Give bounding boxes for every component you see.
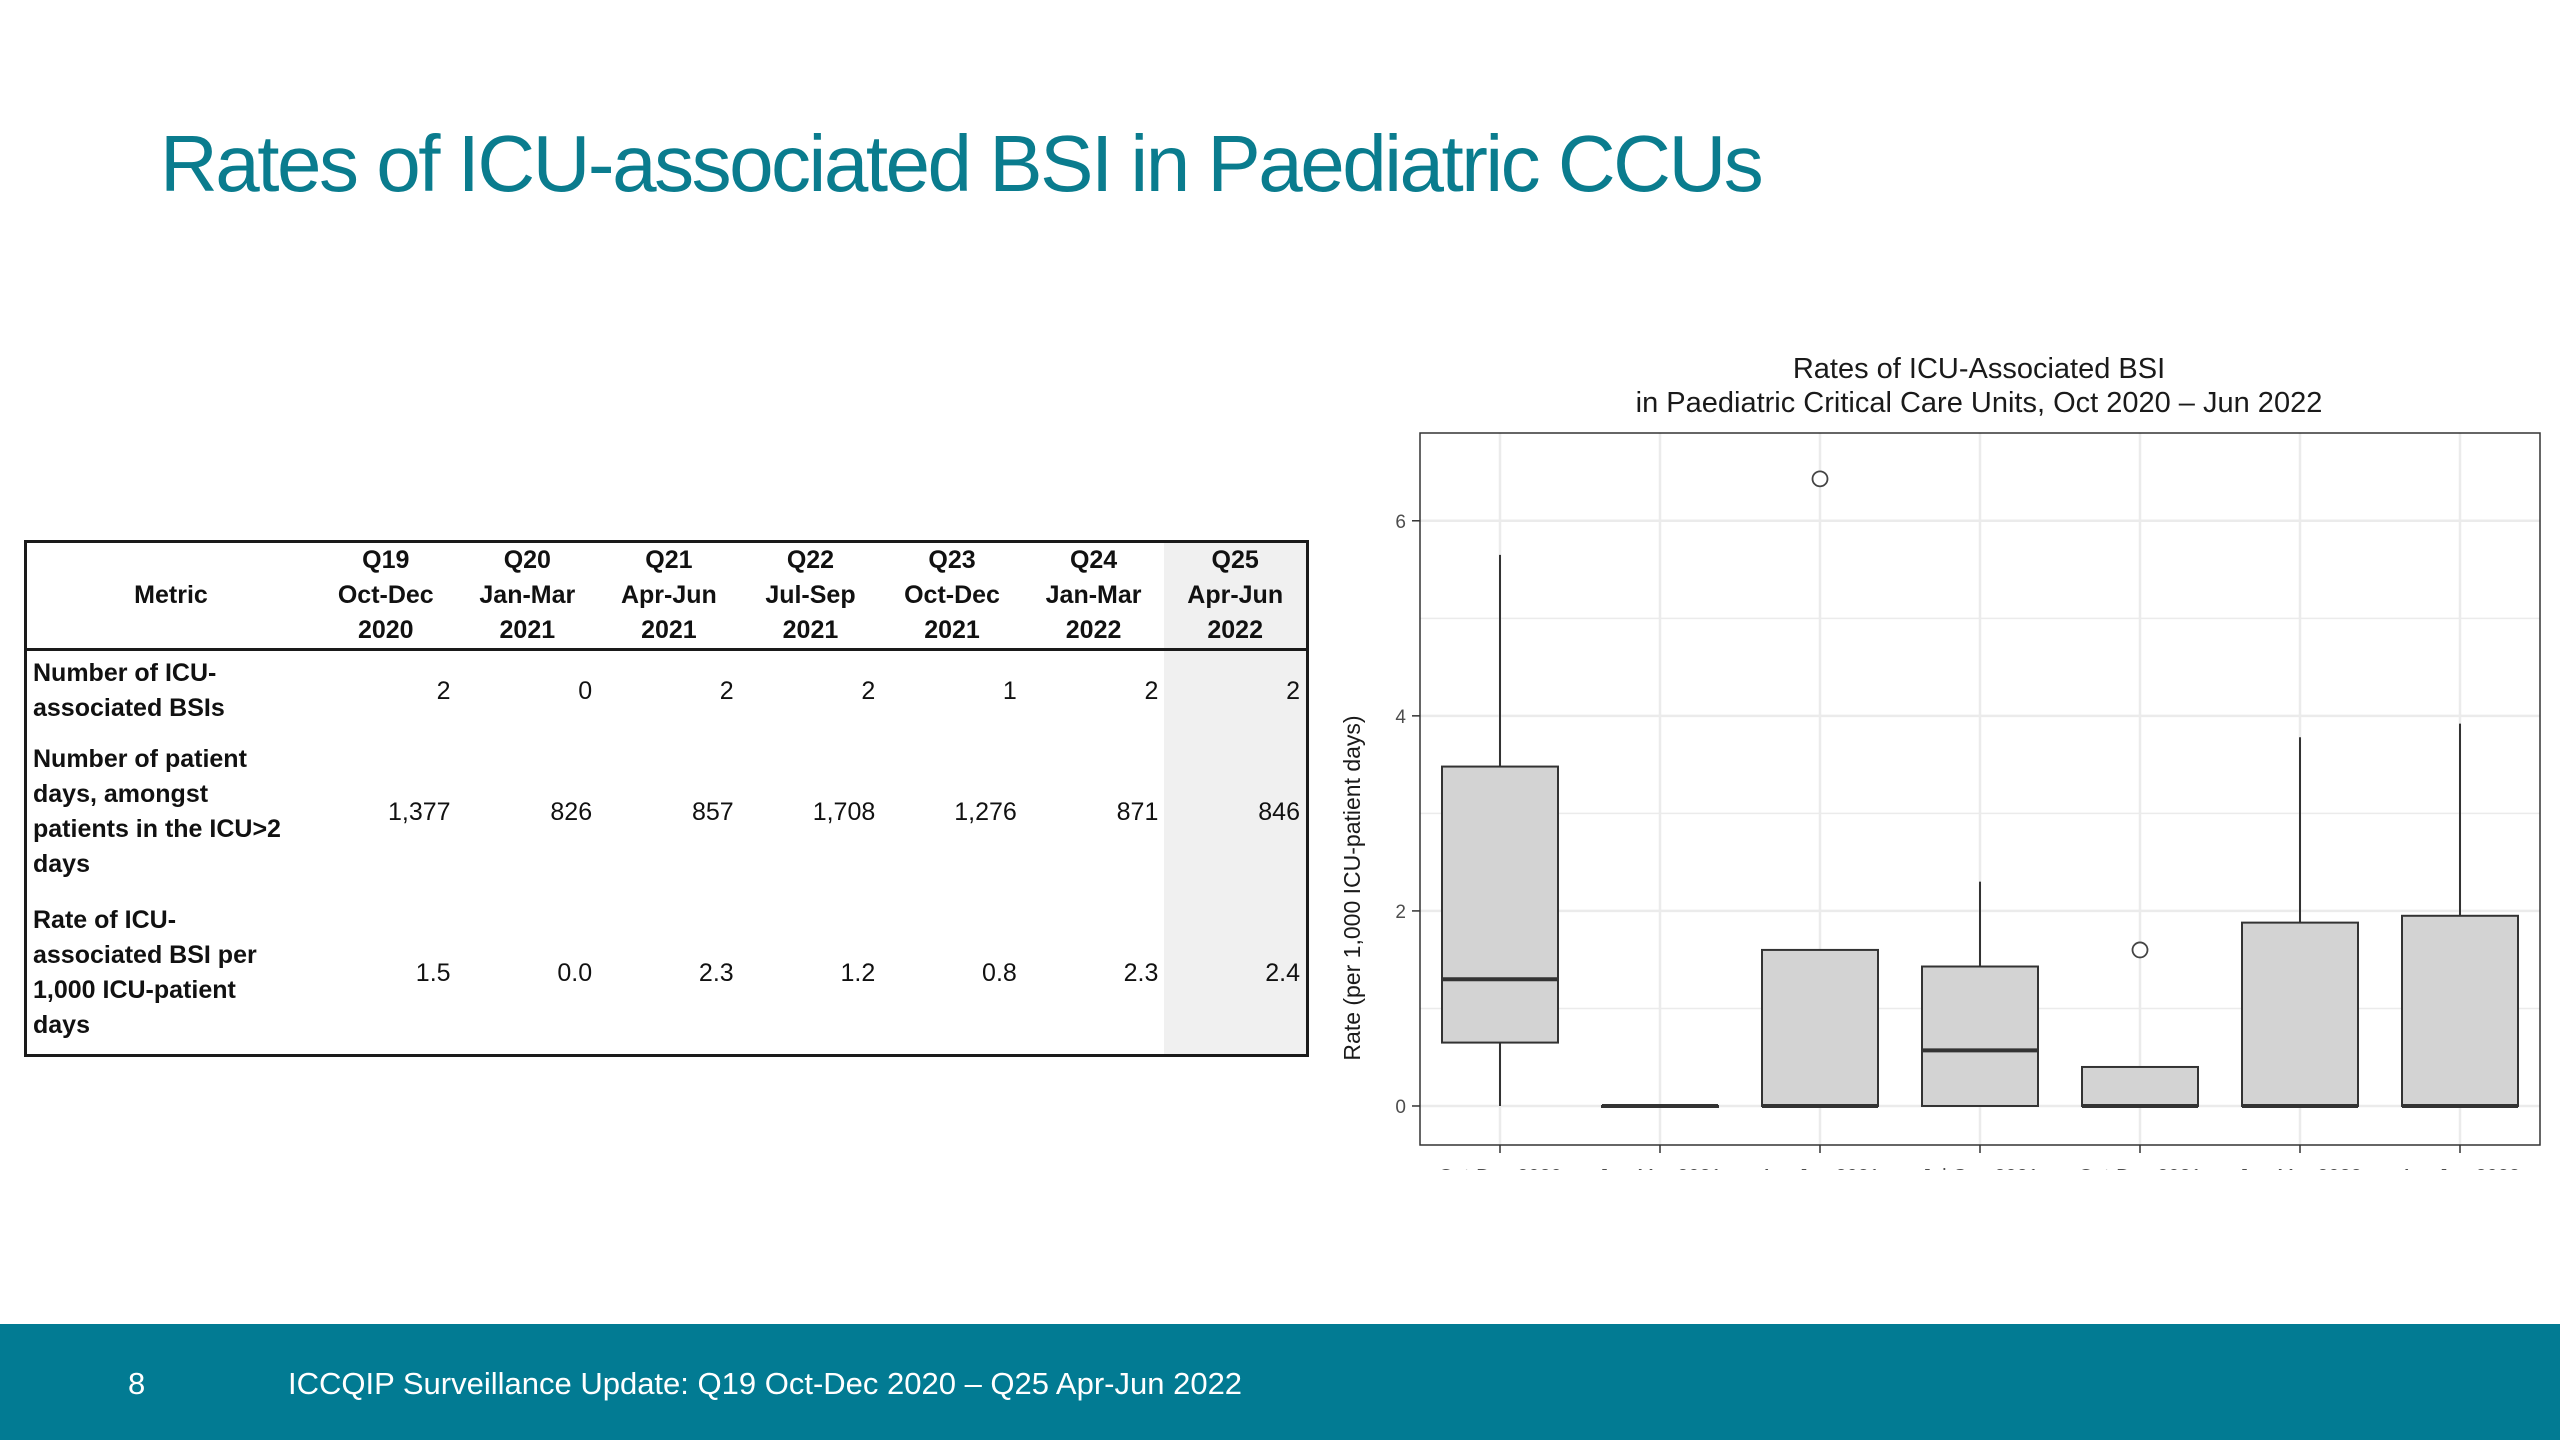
row-label-line: days: [33, 850, 90, 879]
quarter-column-header: Q23 Oct-Dec 2021: [881, 543, 1023, 651]
slide-title: Rates of ICU-associated BSI in Paediatri…: [160, 119, 1764, 208]
box-iqr: [1761, 948, 1879, 1107]
x-tick-label: Oct-Dec 2021: [2078, 1166, 2201, 1170]
header-year: 2021: [641, 616, 697, 644]
table-cell: 1: [1002, 676, 1017, 705]
metrics-table: Metric Q19 Oct-Dec 2020 Q20 Jan-Mar 2021 Q21 Ap…: [24, 540, 1309, 1057]
row-label: Rate of ICU-associated BSI per 1,000 ICU-…: [27, 893, 315, 1054]
x-tick-label: Apr-Jun 2022: [2400, 1166, 2520, 1170]
table-body: Number of ICU-associated BSIs 2 0 2 2 1 2 2 Numb…: [27, 649, 1306, 1054]
metric-column-header: Metric: [27, 543, 315, 651]
table-cell: 2.3: [1123, 958, 1159, 987]
y-tick-label: 0: [1395, 1097, 1406, 1118]
table-cell: 1,708: [812, 797, 876, 826]
row-label-line: days: [33, 1011, 90, 1040]
header-q: Q25: [1211, 546, 1259, 574]
table-cell: 2.4: [1164, 892, 1306, 1054]
header-period: Apr-Jun: [1187, 581, 1284, 609]
table-cell: 1.2: [840, 958, 876, 987]
table-cell: 857: [691, 797, 734, 826]
y-tick-label: 4: [1395, 707, 1406, 728]
table-cell: 0.8: [982, 958, 1017, 987]
table-row: Number of patient days, amongst patients i…: [27, 731, 1306, 893]
plot-area: 0 2 4 6 Oct-Dec 2020 Jan-Mar 2021 Apr-Jun 2021…: [1395, 432, 2541, 1170]
chart-subtitle: in Paediatric Critical Care Units, Oct 2…: [1636, 387, 2323, 419]
footer-bar: [0, 1324, 2560, 1440]
table-cell: 2: [1144, 676, 1159, 705]
row-label-line: Number of patient: [33, 745, 247, 774]
quarter-column-header: Q25 Apr-Jun 2022: [1164, 543, 1306, 651]
x-tick-label: Apr-Jun 2021: [1760, 1166, 1880, 1170]
row-label: Number of ICU-associated BSIs: [27, 650, 315, 732]
header-q: Q22: [786, 546, 835, 574]
footer-text: ICCQIP Surveillance Update: Q19 Oct-Dec …: [288, 1366, 1243, 1401]
header-period: Jul-Sep: [765, 581, 856, 609]
boxplot-chart: Rates of ICU-Associated BSI in Paediatri…: [1339, 353, 2541, 1170]
header-q: Q19: [362, 546, 410, 574]
plot-panel-border: [1419, 432, 2541, 1146]
table-cell: 0.0: [557, 958, 593, 987]
row-label: Number of patient days, amongst patients i…: [27, 732, 315, 893]
x-tick-label: Jul-Sep 2021: [1921, 1166, 2039, 1170]
table-cell: 826: [550, 797, 593, 826]
box-iqr: [2401, 914, 2519, 1107]
header-q: Q21: [645, 546, 693, 574]
quarter-column-header: Q24 Jan-Mar 2022: [1022, 543, 1165, 651]
page-number: 8: [128, 1366, 146, 1401]
quarter-column-header: Q20 Jan-Mar 2021: [456, 543, 599, 651]
x-tick-label: Jan-Mar 2021: [1598, 1166, 1721, 1170]
row-label-line: 1,000 ICU-patient: [33, 976, 236, 1005]
table-cell: 1.5: [415, 958, 451, 987]
outlier-point: [1811, 470, 1829, 488]
header-year: 2021: [499, 616, 556, 644]
box-iqr: [2081, 1065, 2199, 1107]
row-label-line: Rate of ICU-: [33, 906, 177, 935]
header-year: 2021: [924, 616, 980, 644]
table-row: Rate of ICU-associated BSI per 1,000 ICU-…: [27, 892, 1306, 1054]
header-year: 2021: [782, 616, 839, 644]
x-tick-label: Oct-Dec 2020: [1438, 1166, 1561, 1170]
y-tick-label: 2: [1395, 902, 1406, 923]
box-iqr: [1921, 965, 2039, 1107]
table-cell: 2.3: [698, 958, 734, 987]
header-period: Oct-Dec: [904, 581, 1000, 609]
row-label-line: days, amongst: [33, 780, 209, 809]
table-cell: 871: [1116, 797, 1159, 826]
header-period: Apr-Jun: [620, 581, 717, 609]
table-cell: 1,276: [954, 797, 1017, 826]
quarter-column-header: Q22 Jul-Sep 2021: [739, 543, 882, 651]
table-cell: 1,377: [388, 797, 451, 826]
table-cell: 2: [436, 676, 451, 705]
y-axis-label: Rate (per 1,000 ICU-patient days): [1339, 715, 1365, 1060]
y-tick-label: 6: [1395, 512, 1406, 533]
table-cell: 846: [1164, 731, 1306, 893]
quarter-column-header: Q21 Apr-Jun 2021: [598, 543, 740, 651]
box-iqr: [1441, 765, 1559, 1044]
header-q: Q20: [503, 546, 551, 574]
table-cell: 2: [719, 676, 734, 705]
table-cell: 2: [1164, 649, 1306, 732]
quarter-column-header: Q19 Oct-Dec 2020: [315, 543, 457, 651]
row-label-line: associated BSI per: [33, 941, 257, 970]
header-period: Jan-Mar: [479, 581, 576, 609]
header-year: 2022: [1207, 616, 1263, 644]
chart-title: Rates of ICU-Associated BSI: [1793, 353, 2165, 385]
x-tick-label: Jan-Mar 2022: [2238, 1166, 2361, 1170]
header-year: 2022: [1065, 616, 1122, 644]
row-label-line: patients in the ICU>2: [33, 815, 281, 844]
table-cell: 0: [578, 676, 593, 705]
table-header-row: Metric Q19 Oct-Dec 2020 Q20 Jan-Mar 2021 Q21 Ap…: [27, 543, 1306, 651]
header-q: Q24: [1069, 546, 1118, 574]
box-iqr: [2241, 921, 2359, 1107]
table-cell: 2: [861, 676, 876, 705]
header-period: Jan-Mar: [1045, 581, 1142, 609]
row-label-line: Number of ICU-: [33, 659, 217, 688]
header-q: Q23: [928, 546, 976, 574]
header-period: Oct-Dec: [337, 581, 434, 609]
table-row: Number of ICU-associated BSIs 2 0 2 2 1 2 2: [27, 649, 1306, 732]
header-year: 2020: [357, 616, 414, 644]
outlier-point: [2131, 941, 2149, 959]
row-label-line: associated BSIs: [33, 694, 225, 723]
